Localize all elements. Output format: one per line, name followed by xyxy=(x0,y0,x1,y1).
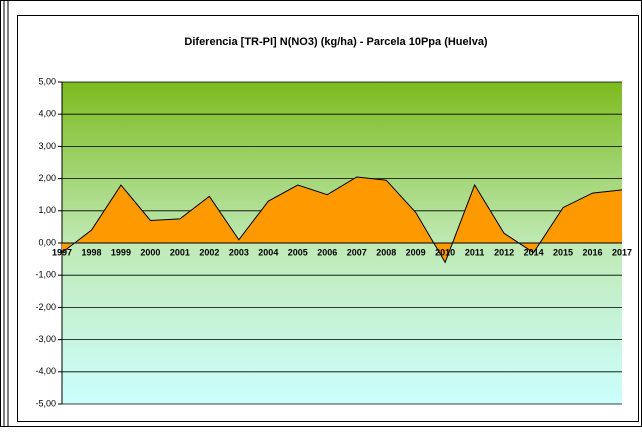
x-tick-label: 2005 xyxy=(288,247,308,257)
x-tick-label: 1997 xyxy=(52,247,72,257)
y-tick-label: 2,00 xyxy=(38,173,56,183)
y-tick-label: -4,00 xyxy=(35,366,56,376)
x-tick-label: 2003 xyxy=(229,247,249,257)
y-tick-label: -3,00 xyxy=(35,334,56,344)
x-tick-label: 2001 xyxy=(170,247,190,257)
x-tick-label: 2009 xyxy=(406,247,426,257)
x-tick-label: 2008 xyxy=(376,247,396,257)
area xyxy=(62,176,622,263)
x-tick-label: 2004 xyxy=(258,247,278,257)
x-tick-label: 2002 xyxy=(199,247,219,257)
x-tick-label: 2012 xyxy=(494,247,514,257)
x-tick-label: 2016 xyxy=(583,247,603,257)
x-tick-label: 1999 xyxy=(111,247,131,257)
x-tick-label: 2006 xyxy=(317,247,337,257)
x-tick-label: 2014 xyxy=(524,247,544,257)
x-tick-label: 2000 xyxy=(140,247,160,257)
y-tick-label: -5,00 xyxy=(35,398,56,408)
x-tick-label: 2017 xyxy=(612,247,632,257)
x-tick-label: 1998 xyxy=(81,247,101,257)
y-tick-label: 1,00 xyxy=(38,205,56,215)
area-outline xyxy=(61,176,623,264)
y-tick-label: -2,00 xyxy=(35,302,56,312)
x-tick-label: 2011 xyxy=(465,247,485,257)
y-tick-label: 5,00 xyxy=(38,76,56,86)
y-tick-label: 3,00 xyxy=(38,141,56,151)
x-tick-label: 2010 xyxy=(435,247,455,257)
x-tick-label: 2007 xyxy=(347,247,367,257)
chart-title: Diferencia [TR-PI] N(NO3) (kg/ha) - Parc… xyxy=(184,36,488,48)
y-tick-label: 4,00 xyxy=(38,109,56,119)
y-tick-label: 0,00 xyxy=(38,237,56,247)
x-tick-label: 2015 xyxy=(553,247,573,257)
y-tick-label: -1,00 xyxy=(35,270,56,280)
